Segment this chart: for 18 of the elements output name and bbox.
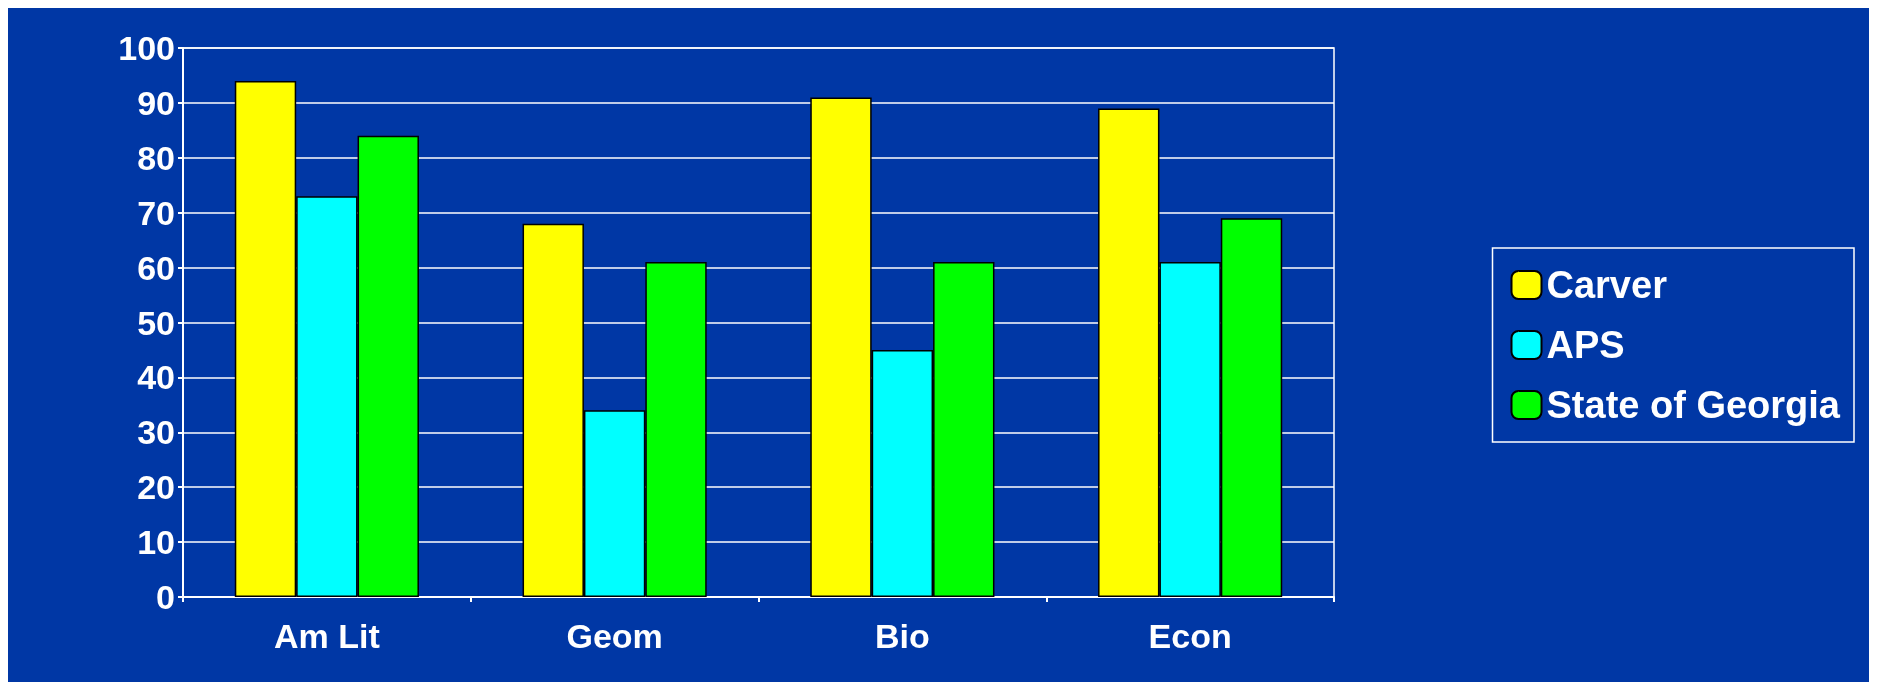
legend-label: Carver [1546, 264, 1668, 306]
x-tick-label: Bio [874, 617, 930, 655]
y-tick-label: 30 [137, 413, 175, 452]
legend-label: APS [1546, 324, 1625, 366]
y-tick-label: 10 [137, 523, 175, 562]
y-tick-label: 50 [137, 303, 175, 342]
x-tick-label: Econ [1148, 617, 1232, 655]
y-tick-label: 20 [137, 468, 175, 507]
y-tick-label: 0 [156, 578, 175, 616]
y-tick-label: 90 [137, 83, 175, 122]
x-tick-label: Geom [566, 617, 663, 655]
legend-label: State of Georgia [1546, 384, 1841, 426]
y-tick-label: 80 [137, 138, 175, 177]
y-tick-label: 100 [118, 29, 175, 67]
y-tick-label: 60 [137, 248, 175, 287]
y-tick-label: 40 [137, 358, 175, 397]
x-tick-label: Am Lit [273, 617, 380, 655]
y-tick-label: 70 [137, 193, 175, 232]
